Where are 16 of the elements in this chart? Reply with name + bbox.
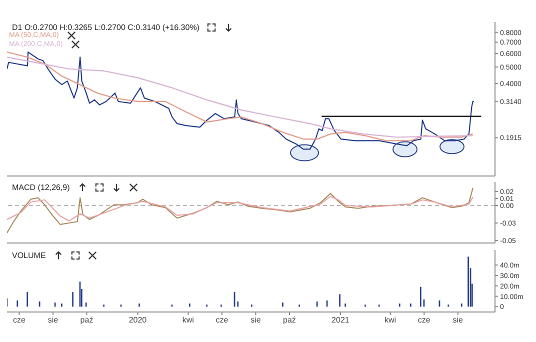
x-tick-label: kwi	[182, 316, 194, 325]
chart-title: D1 O:0.2700 H:0.3265 L:0.2700 C:0.3140 (+16.30%)	[12, 23, 200, 32]
x-tick-label: cze	[12, 316, 26, 325]
x-tick-label: 2021	[332, 316, 350, 325]
x-tick-label: sie	[48, 316, 59, 325]
x-tick-label: cze	[216, 316, 229, 325]
x-tick-label: paź	[80, 316, 94, 325]
x-tick-label: sie	[250, 316, 262, 325]
line-series	[7, 196, 474, 222]
x-tick-label: kwi	[384, 316, 396, 325]
x-tick-label: paź	[283, 316, 296, 325]
x-tick-label: sie	[452, 316, 464, 325]
chart-title: MACD (12,26,9)	[12, 183, 70, 192]
chart-title: VOLUME	[12, 251, 46, 260]
x-tick-label: cze	[418, 316, 431, 325]
x-tick-label: 2020	[128, 316, 148, 325]
